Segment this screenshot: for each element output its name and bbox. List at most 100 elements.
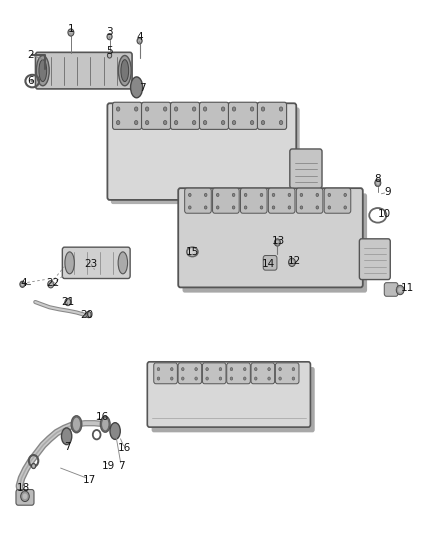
Ellipse shape — [36, 55, 49, 86]
Circle shape — [274, 239, 280, 246]
Ellipse shape — [31, 79, 34, 83]
Circle shape — [254, 377, 257, 380]
Circle shape — [181, 368, 184, 371]
Text: 7: 7 — [64, 442, 71, 451]
Circle shape — [163, 120, 167, 125]
Text: 19: 19 — [102, 461, 115, 471]
Text: 10: 10 — [378, 209, 391, 219]
Circle shape — [261, 107, 265, 111]
Circle shape — [396, 285, 404, 295]
Circle shape — [328, 193, 331, 197]
Circle shape — [137, 38, 142, 44]
Circle shape — [134, 107, 138, 111]
Circle shape — [195, 368, 198, 371]
Text: 3: 3 — [106, 28, 113, 37]
FancyBboxPatch shape — [202, 363, 226, 384]
Text: 4: 4 — [21, 278, 27, 288]
Circle shape — [170, 377, 173, 380]
Circle shape — [157, 368, 160, 371]
Circle shape — [134, 120, 138, 125]
Circle shape — [232, 206, 235, 209]
Text: 16: 16 — [118, 443, 131, 453]
Circle shape — [86, 311, 91, 318]
FancyBboxPatch shape — [178, 188, 363, 287]
Circle shape — [244, 368, 246, 371]
Circle shape — [276, 240, 279, 245]
Circle shape — [206, 368, 208, 371]
Circle shape — [244, 206, 247, 209]
Text: 8: 8 — [374, 174, 381, 184]
Circle shape — [290, 260, 294, 264]
Circle shape — [289, 258, 295, 266]
Text: 17: 17 — [83, 474, 96, 484]
Circle shape — [316, 206, 318, 209]
Circle shape — [272, 193, 275, 197]
Circle shape — [192, 120, 196, 125]
Circle shape — [68, 29, 74, 36]
Text: 20: 20 — [80, 310, 93, 320]
Text: 11: 11 — [400, 284, 413, 294]
FancyBboxPatch shape — [183, 193, 367, 293]
Circle shape — [221, 120, 225, 125]
Circle shape — [206, 377, 208, 380]
Circle shape — [219, 377, 222, 380]
Text: 21: 21 — [61, 297, 74, 307]
FancyBboxPatch shape — [152, 367, 315, 432]
Circle shape — [244, 193, 247, 197]
Text: 5: 5 — [106, 46, 113, 56]
Text: 7: 7 — [139, 83, 146, 93]
Circle shape — [203, 107, 207, 111]
Circle shape — [279, 377, 281, 380]
Circle shape — [292, 377, 295, 380]
Circle shape — [195, 377, 198, 380]
Circle shape — [145, 120, 149, 125]
FancyBboxPatch shape — [62, 247, 130, 279]
FancyBboxPatch shape — [141, 102, 171, 130]
FancyBboxPatch shape — [154, 363, 177, 384]
Ellipse shape — [110, 423, 120, 439]
FancyBboxPatch shape — [240, 188, 267, 213]
Circle shape — [21, 491, 29, 502]
Circle shape — [107, 34, 112, 40]
FancyBboxPatch shape — [276, 363, 299, 384]
Circle shape — [216, 193, 219, 197]
Circle shape — [117, 120, 120, 125]
Text: 14: 14 — [262, 259, 275, 269]
Circle shape — [66, 300, 70, 304]
Text: 12: 12 — [287, 256, 301, 266]
Circle shape — [279, 368, 281, 371]
Circle shape — [344, 206, 346, 209]
Circle shape — [260, 206, 263, 209]
Text: 23: 23 — [85, 259, 98, 269]
Circle shape — [188, 193, 191, 197]
Circle shape — [300, 206, 303, 209]
Text: 4: 4 — [136, 31, 143, 42]
Circle shape — [251, 120, 254, 125]
Text: 7: 7 — [118, 461, 124, 471]
Ellipse shape — [61, 428, 72, 445]
Ellipse shape — [118, 55, 131, 86]
Circle shape — [21, 282, 24, 286]
Text: 13: 13 — [272, 237, 285, 246]
Text: 9: 9 — [384, 187, 391, 197]
FancyBboxPatch shape — [384, 282, 398, 296]
FancyBboxPatch shape — [170, 102, 200, 130]
Circle shape — [20, 281, 25, 287]
Circle shape — [279, 120, 283, 125]
Circle shape — [203, 120, 207, 125]
FancyBboxPatch shape — [263, 255, 277, 270]
FancyBboxPatch shape — [227, 363, 251, 384]
Circle shape — [117, 107, 120, 111]
Circle shape — [260, 193, 263, 197]
Circle shape — [107, 53, 112, 58]
Circle shape — [376, 181, 379, 185]
Circle shape — [32, 465, 35, 467]
Ellipse shape — [118, 252, 127, 274]
Circle shape — [232, 107, 236, 111]
Circle shape — [232, 120, 236, 125]
Circle shape — [272, 206, 275, 209]
Circle shape — [288, 193, 291, 197]
FancyBboxPatch shape — [324, 188, 351, 213]
Circle shape — [344, 193, 346, 197]
Ellipse shape — [101, 416, 110, 432]
